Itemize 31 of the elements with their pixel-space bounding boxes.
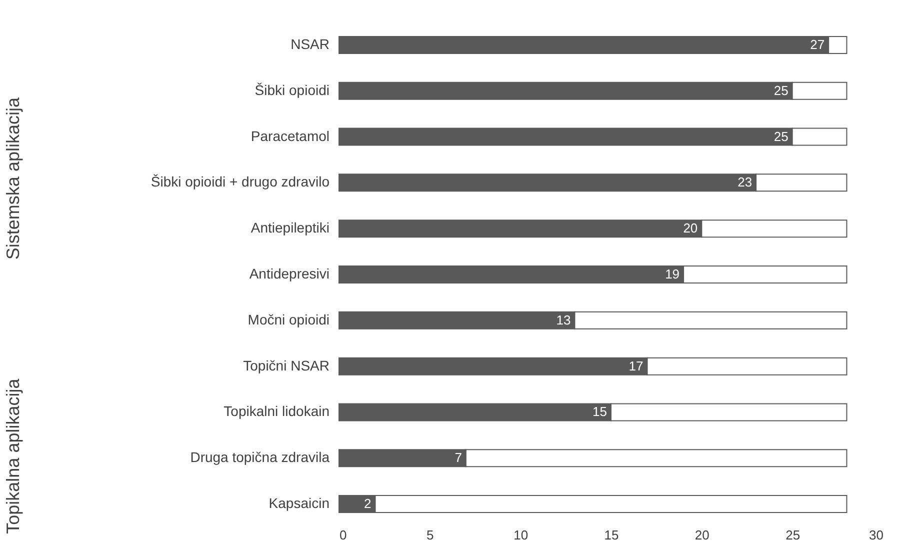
data-label: 23 bbox=[738, 174, 752, 190]
y-tick-label: Topikalni lidokain bbox=[224, 403, 330, 420]
y-tick-label: Paracetamol bbox=[250, 128, 330, 144]
y-tick-label: Antidepresivi bbox=[249, 266, 330, 282]
x-tick-label: 30 bbox=[869, 528, 884, 542]
x-tick-label: 0 bbox=[340, 528, 347, 542]
text: Topikalna aplikacija bbox=[3, 378, 23, 534]
data-label: 15 bbox=[592, 404, 607, 420]
text: Sistemska aplikacija bbox=[3, 96, 23, 260]
data-label: 7 bbox=[454, 450, 462, 466]
y-tick-label: Druga topična zdravila bbox=[190, 449, 330, 466]
data-label: 2 bbox=[364, 496, 372, 512]
x-tick-label: 10 bbox=[514, 528, 528, 542]
y-tick-label: Šibki opioidi bbox=[254, 82, 330, 98]
data-label: 20 bbox=[683, 220, 698, 236]
x-tick-label: 5 bbox=[426, 528, 434, 542]
data-label: 17 bbox=[628, 358, 644, 374]
x-tick-label: 20 bbox=[694, 528, 710, 542]
y-tick-label: Močni opioidi bbox=[248, 311, 330, 328]
data-label: 13 bbox=[556, 312, 571, 328]
data-label: 25 bbox=[774, 82, 788, 98]
y-tick-label: NSAR bbox=[290, 36, 330, 52]
x-tick-label: 15 bbox=[604, 528, 619, 542]
data-label: 27 bbox=[810, 36, 825, 52]
data-label: 25 bbox=[774, 128, 788, 144]
y-tick-label: Kapsaicin bbox=[268, 495, 330, 512]
y-tick-label: Antiepileptiki bbox=[250, 220, 330, 236]
x-tick-label: 25 bbox=[786, 528, 800, 542]
y-tick-label: Šibki opioidi + drugo zdravilo bbox=[150, 174, 330, 190]
data-label: 19 bbox=[665, 266, 680, 282]
y-tick-label: Topični NSAR bbox=[243, 357, 330, 374]
